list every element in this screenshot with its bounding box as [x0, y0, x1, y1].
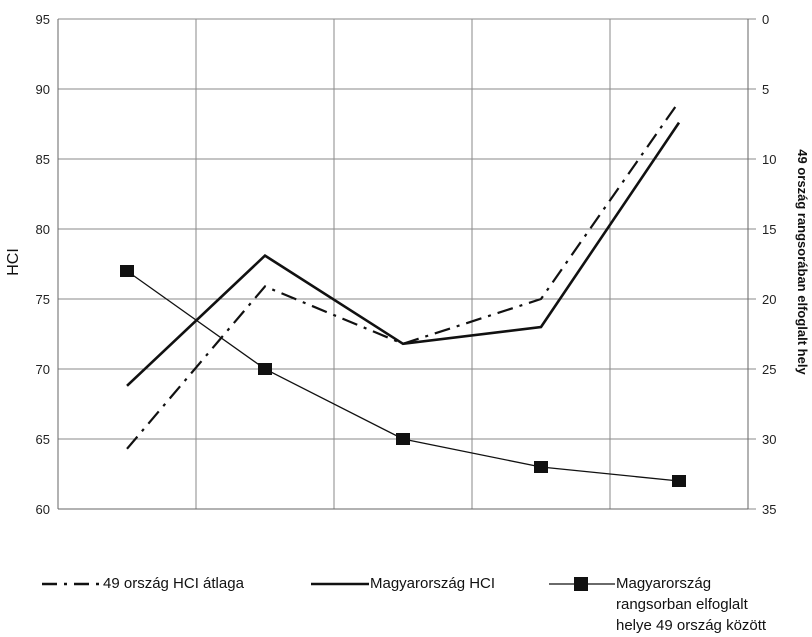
left-tick-label: 70: [36, 362, 50, 377]
legend-label-line: Magyarország: [616, 575, 712, 592]
right-tick-label: 20: [762, 292, 776, 307]
legend: 49 ország HCI átlaga Magyarország HCI Ma…: [0, 520, 812, 637]
legend-item-average: 49 ország HCI átlaga: [40, 573, 244, 594]
rank-point-marker: [258, 363, 272, 375]
legend-label-hungary-rank: Magyarország rangsorban elfoglalt helye …: [616, 573, 766, 636]
left-tick-label: 65: [36, 432, 50, 447]
square-marker-line-swatch: [549, 577, 615, 591]
legend-item-hungary-rank: Magyarország rangsorban elfoglalt helye …: [548, 573, 766, 636]
rank-point-marker: [534, 461, 548, 473]
grid: [58, 18, 756, 510]
right-tick-label: 25: [762, 362, 776, 377]
right-axis-title: 49 ország rangsorában elfoglalt hely: [795, 149, 810, 375]
right-tick-label: 35: [762, 502, 776, 517]
legend-label-line: helye 49 ország között: [616, 617, 767, 634]
left-axis-ticks: 60 65 70 75 80 85 90 95: [36, 12, 50, 517]
legend-label-average: 49 ország HCI átlaga: [103, 575, 244, 592]
x-tick-label: 0–14 évesek: [645, 518, 714, 520]
left-tick-label: 75: [36, 292, 50, 307]
right-tick-label: 10: [762, 152, 776, 167]
right-tick-label: 5: [762, 82, 769, 97]
x-tick-label: 65 éves és idősebb: [75, 518, 179, 520]
rank-point-marker: [672, 475, 686, 487]
x-tick-label: 15–24 évesek: [504, 518, 580, 520]
right-axis-ticks: 0 5 10 15 20 25 30 35: [762, 12, 776, 517]
x-tick-label: 25–54 évesek: [366, 518, 442, 520]
series-line-2: [126, 270, 680, 482]
chart-area: 60 65 70 75 80 85 90 95 0 5 10 15 20 25 30 35 65 éves …: [5, 12, 810, 520]
plot-frame: [57, 19, 749, 510]
left-tick-label: 90: [36, 82, 50, 97]
rank-point-marker: [120, 265, 134, 277]
legend-item-hungary-hci: Magyarország HCI: [310, 573, 495, 594]
series-line-1: [126, 121, 681, 387]
rank-point-marker: [396, 433, 410, 445]
legend-label-line: rangsorban elfoglalt: [616, 596, 748, 613]
left-tick-label: 85: [36, 152, 50, 167]
solid-line-swatch: [311, 582, 369, 586]
right-tick-label: 0: [762, 12, 769, 27]
x-axis-ticks: 65 éves és idősebb 55–64 évesek 25–54 éves…: [75, 518, 714, 520]
left-tick-label: 60: [36, 502, 50, 517]
series-line-0: [126, 100, 680, 450]
left-tick-label: 95: [36, 12, 50, 27]
x-tick-label: 55–64 évesek: [228, 518, 304, 520]
left-axis-title: HCI: [5, 248, 22, 276]
legend-label-hungary-hci: Magyarország HCI: [370, 575, 496, 592]
series-layer: [120, 100, 686, 487]
left-tick-label: 80: [36, 222, 50, 237]
right-tick-label: 30: [762, 432, 776, 447]
dash-dot-line-swatch: [42, 582, 101, 586]
right-tick-label: 15: [762, 222, 776, 237]
